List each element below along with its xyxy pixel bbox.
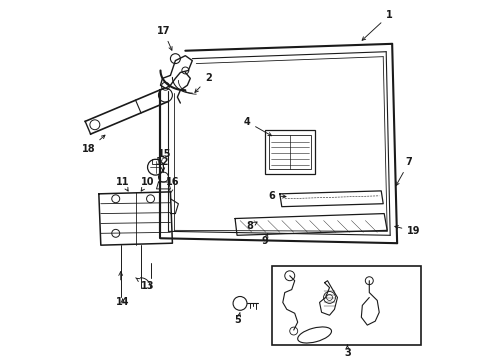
Text: 2: 2	[195, 73, 212, 93]
Text: 16: 16	[166, 177, 179, 193]
Text: 9: 9	[262, 233, 268, 246]
Text: 8: 8	[246, 221, 257, 231]
Text: 7: 7	[396, 157, 413, 186]
Text: 19: 19	[395, 226, 421, 237]
Text: 18: 18	[82, 135, 105, 154]
Text: 4: 4	[244, 117, 271, 136]
Text: 12: 12	[156, 157, 169, 171]
Text: 14: 14	[116, 297, 129, 307]
Text: 5: 5	[235, 312, 242, 325]
Bar	[151, 159, 159, 164]
Text: 13: 13	[136, 278, 154, 291]
Text: 1: 1	[362, 10, 392, 40]
Bar	[269, 135, 311, 169]
Bar	[272, 266, 421, 345]
Text: 10: 10	[141, 177, 154, 191]
Text: 17: 17	[157, 26, 172, 50]
Text: 6: 6	[269, 191, 286, 201]
Text: 15: 15	[158, 149, 171, 162]
Bar	[265, 130, 315, 174]
Text: 3: 3	[344, 345, 351, 358]
Text: 11: 11	[116, 177, 129, 191]
